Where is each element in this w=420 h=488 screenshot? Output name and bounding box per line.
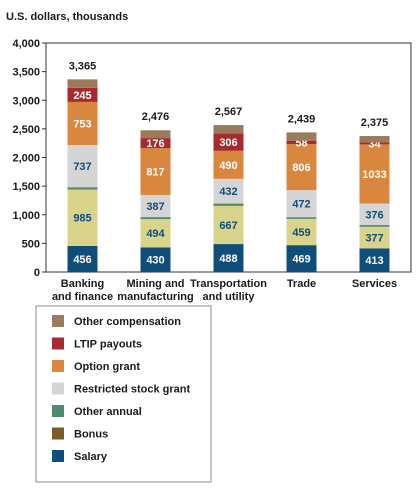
legend-swatch: [52, 382, 64, 395]
segment-value-label: 376: [365, 209, 383, 221]
segment-value-label: 1033: [362, 169, 386, 181]
bar-segment: [213, 178, 244, 204]
legend-label: Restricted stock grant: [74, 384, 190, 396]
bar-total-label: 2,476: [142, 111, 170, 123]
legend-frame: [35, 305, 212, 483]
bar-segment: [140, 130, 171, 139]
segment-value-label: 432: [219, 186, 237, 198]
y-tick-label: 2,500: [12, 124, 40, 136]
bar-segment: [286, 245, 317, 272]
bar-segment: [286, 140, 317, 144]
segment-value-label: 459: [292, 227, 310, 239]
bar-segment: [67, 189, 98, 246]
bar-segment: [213, 150, 244, 179]
y-tick-label: 3,000: [12, 95, 40, 107]
bars-group: 456 985 737 753 245 430 494 387 817 176 488 667 432 4…: [67, 79, 390, 272]
y-axis-label: U.S. dollars, thousands: [6, 11, 128, 23]
bar-segment: [67, 245, 98, 272]
bar-segment: [213, 205, 244, 245]
segment-value-label: 245: [73, 90, 91, 102]
bar-segment: [359, 248, 390, 272]
bar-total-label: 2,439: [288, 113, 316, 125]
legend-swatch: [52, 360, 64, 372]
segment-value-label: 413: [365, 255, 383, 267]
segment-value-label: 306: [219, 137, 237, 149]
category-label: Transportation and utility: [190, 278, 267, 303]
legend-swatch: [52, 337, 64, 350]
legend-label: Salary: [74, 451, 108, 463]
bar-segment: [213, 244, 244, 272]
category-label: Services: [352, 278, 397, 290]
y-axis: 0 500 1,000 1,500 2,000 2,500 3,000 3,500 4,000: [12, 38, 46, 279]
segment-value-label: 488: [219, 253, 237, 265]
legend-swatch: [52, 450, 64, 462]
bar-segment: [213, 125, 244, 134]
bar-segment: [213, 133, 244, 151]
y-tick-label: 0: [34, 267, 40, 279]
segment-value-label: 176: [146, 138, 164, 150]
legend-label: Other annual: [74, 406, 142, 418]
bar-segment: [67, 187, 98, 190]
bar-segment: [286, 132, 317, 141]
category-label: Mining and manufacturing: [117, 278, 193, 303]
bar-segment: [140, 247, 171, 272]
bar-segment: [286, 218, 317, 246]
segment-value-label: 387: [146, 201, 164, 213]
segment-value-label: 753: [73, 118, 91, 130]
segment-value-label: 806: [292, 162, 310, 174]
segment-value-label: 456: [73, 254, 91, 266]
legend-label: Other compensation: [74, 316, 181, 328]
bar-segment: [359, 142, 390, 145]
bar-segment: [286, 143, 317, 191]
bar-segment: [140, 148, 171, 195]
y-tick-label: 4,000: [12, 38, 40, 50]
bar-segment: [359, 203, 390, 226]
segment-value-label: 490: [219, 160, 237, 172]
bar-segment: [67, 145, 98, 188]
legend: Other compensation LTIP payouts Option gra…: [35, 305, 212, 483]
segment-value-label: 377: [365, 233, 383, 245]
legend-swatch: [52, 427, 64, 440]
segment-value-label: 985: [73, 213, 91, 225]
bar-segment: [286, 217, 317, 219]
segment-value-label: 430: [146, 255, 164, 267]
bar-segment: [359, 226, 390, 249]
segment-value-label: 737: [73, 161, 91, 173]
legend-label: Bonus: [74, 429, 108, 441]
segment-value-label: 472: [292, 199, 310, 211]
bar-segment: [67, 87, 98, 102]
legend-label: LTIP payouts: [74, 339, 142, 351]
legend-swatch: [52, 315, 64, 327]
category-label: Trade: [287, 278, 316, 290]
bar-segment: [67, 79, 98, 88]
segment-value-label: 667: [219, 220, 237, 232]
bar-segment: [359, 225, 390, 227]
bar-segment: [140, 138, 171, 149]
bar-segment: [359, 144, 390, 204]
bar-total-label: 2,567: [215, 106, 243, 118]
totals-group: 3,365 2,476 2,567 2,439 2,375: [69, 60, 389, 129]
segment-value-label: 494: [146, 228, 165, 240]
segment-value-label: 469: [292, 254, 310, 266]
y-tick-label: 2,000: [12, 153, 40, 165]
segment-value-label: 817: [146, 167, 164, 179]
bar-segment: [286, 190, 317, 218]
bar-total-label: 3,365: [69, 60, 97, 72]
legend-swatch: [52, 405, 64, 417]
bar-segment: [140, 219, 171, 248]
category-label: Banking and finance: [52, 278, 113, 303]
bar-total-label: 2,375: [361, 117, 389, 129]
bar-segment: [140, 194, 171, 218]
y-tick-label: 3,500: [12, 67, 40, 79]
legend-label: Option grant: [74, 361, 140, 373]
bar-segment: [359, 136, 390, 143]
bar-segment: [213, 203, 244, 206]
bar-segment: [140, 217, 171, 220]
y-tick-label: 1,500: [12, 181, 40, 193]
y-tick-label: 500: [22, 238, 40, 250]
y-tick-label: 1,000: [12, 210, 40, 222]
bar-segment: [67, 101, 98, 146]
